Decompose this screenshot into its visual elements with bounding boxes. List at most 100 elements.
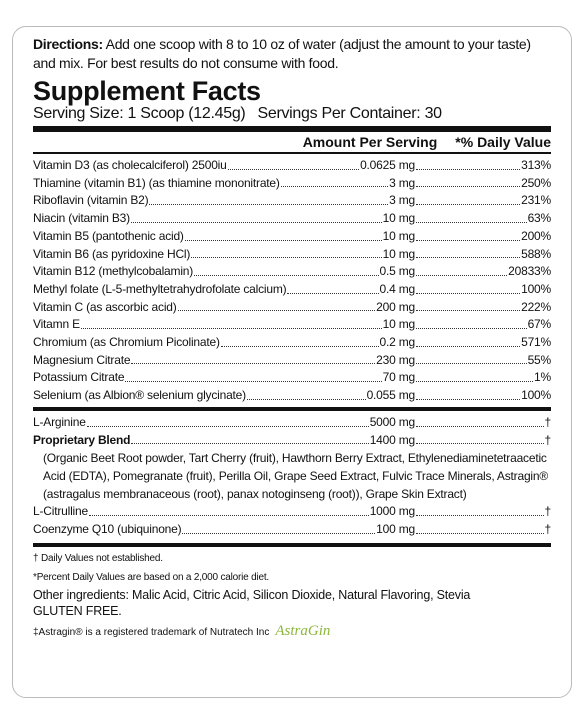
nutrient-name: Vitamin B6 (as pyridoxine HCl) (33, 246, 191, 261)
row: Magnesium Citrate 230 mg 55% (33, 352, 551, 370)
leader (416, 192, 521, 206)
daily-value: 100% (521, 388, 551, 403)
final-rows: L-Citrulline 1000 mg † Coenzyme Q10 (ubiqui… (33, 503, 551, 538)
leader (416, 210, 527, 223)
other-ingredients: Other ingredients: Malic Acid, Citric Ac… (33, 587, 471, 602)
amount: 0.0625 mg (360, 158, 415, 172)
row-left: Vitamin D3 (as cholecalciferol) 2500iu 0.… (33, 157, 415, 175)
nutrient-name: Vitamn E (33, 317, 80, 332)
amount: 70 mg (382, 370, 416, 385)
leader (191, 246, 382, 259)
amount-header: Amount Per Serving (302, 134, 438, 150)
row: Vitamin D3 (as cholecalciferol) 2500iu 0.… (33, 157, 551, 175)
amount: 1000 mg (369, 504, 416, 519)
row-right: † (415, 432, 551, 450)
servings-per-container: Servings Per Container: 30 (257, 105, 442, 122)
row: Chromium (as Chromium Picolinate) 0.2 mg 5… (33, 334, 551, 352)
gluten-free: GLUTEN FREE. (33, 603, 122, 618)
daily-value: 571% (521, 335, 551, 350)
amount: 0.2 mg (379, 335, 416, 350)
leader (416, 246, 521, 259)
row: Niacin (vitamin B3) 10 mg 63% (33, 210, 551, 228)
leader (287, 281, 379, 294)
daily-value: 250% (521, 175, 551, 190)
row: Vitamin C (as ascorbic acid) 200 mg 222% (33, 299, 551, 317)
daily-value: † (544, 414, 552, 429)
nutrient-name: Niacin (vitamin B3) (33, 211, 130, 226)
amount: 10 mg (382, 246, 416, 261)
leader (416, 521, 544, 534)
row-right: 231% (415, 192, 551, 210)
nutrient-name: Vitamin D3 (as cholecalciferol) 2500iu (33, 158, 227, 172)
daily-value: 100% (521, 281, 551, 296)
row-left: Chromium (as Chromium Picolinate) 0.2 mg (33, 334, 415, 352)
leader (416, 369, 534, 383)
trademark: ‡Astragin® is a registered trademark of … (33, 626, 270, 638)
daily-value: 67% (527, 317, 552, 332)
blend-detail: (Organic Beet Root powder, Tart Cherry (… (43, 451, 548, 502)
leader (416, 503, 544, 516)
leader (416, 352, 527, 365)
leader (184, 228, 382, 241)
leader (220, 334, 379, 347)
serving-size: Serving Size: 1 Scoop (12.45g) (33, 105, 246, 122)
amount: 200 mg (376, 299, 415, 314)
directions: Directions: Add one scoop with 8 to 10 o… (33, 35, 551, 73)
trademark-line: ‡Astragin® is a registered trademark of … (33, 619, 551, 645)
nutrient-rows: Vitamin D3 (as cholecalciferol) 2500iu 0.… (33, 154, 551, 407)
leader (88, 503, 369, 516)
nutrient-name: Selenium (as Albion® selenium glycinate) (33, 388, 246, 403)
column-header: Amount Per Serving *% Daily Value (33, 132, 551, 152)
daily-value: 63% (527, 211, 552, 226)
divider (33, 152, 551, 154)
amount: 10 mg (382, 317, 416, 332)
row-right: 100% (415, 281, 551, 299)
row-right: † (415, 414, 551, 432)
nutrient-name: Magnesium Citrate (33, 352, 131, 367)
row-right: 250% (415, 175, 551, 193)
daily-value: 1% (534, 370, 551, 385)
dv-header: *% Daily Value (455, 134, 551, 150)
leader (416, 334, 521, 347)
row-right: 67% (415, 316, 551, 334)
daily-value: 200% (521, 228, 551, 243)
row-left: Thiamine (vitamin B1) (as thiamine monon… (33, 175, 415, 193)
nutrient-name: Coenzyme Q10 (ubiquinone) (33, 521, 182, 536)
leader (177, 299, 376, 312)
serving-info: Serving Size: 1 Scoop (12.45g) Servings P… (33, 105, 551, 123)
row-right: 588% (415, 246, 551, 264)
row: Riboflavin (vitamin B2) 3 mg 231% (33, 192, 551, 210)
leader (86, 414, 369, 427)
row: Methyl folate (L-5-methyltetrahydrofolat… (33, 281, 551, 299)
row-right: 20833% (415, 263, 551, 281)
amount: 0.5 mg (379, 264, 416, 279)
leader (246, 387, 366, 400)
directions-label: Directions: (33, 36, 103, 52)
row-left: Magnesium Citrate 230 mg (33, 352, 415, 370)
row: Selenium (as Albion® selenium glycinate)… (33, 387, 551, 405)
leader (227, 157, 360, 170)
daily-value: 20833% (508, 264, 551, 279)
row-right: 571% (415, 334, 551, 352)
amount: 100 mg (376, 521, 415, 536)
nutrient-name: Proprietary Blend (33, 432, 131, 447)
row: Vitamin B6 (as pyridoxine HCl) 10 mg 588% (33, 246, 551, 264)
leader (194, 263, 379, 276)
amount: 230 mg (376, 352, 415, 367)
nutrient-name: Thiamine (vitamin B1) (as thiamine monon… (33, 175, 280, 190)
row-left: Vitamin B12 (methylcobalamin) 0.5 mg (33, 263, 415, 281)
row-left: L-Arginine 5000 mg (33, 414, 415, 432)
leader (416, 299, 521, 312)
leader (416, 175, 521, 188)
logo: AstraGin (275, 622, 331, 639)
row-left: Vitamn E 10 mg (33, 316, 415, 334)
nutrient-name: L-Arginine (33, 414, 86, 429)
daily-value: 588% (521, 246, 551, 261)
row-left: Niacin (vitamin B3) 10 mg (33, 210, 415, 228)
row-right: † (415, 521, 551, 539)
nutrient-name: L-Citrulline (33, 504, 88, 519)
row: L-Arginine 5000 mg † (33, 414, 551, 432)
amount: 3 mg (389, 193, 415, 208)
row-right: 100% (415, 387, 551, 405)
